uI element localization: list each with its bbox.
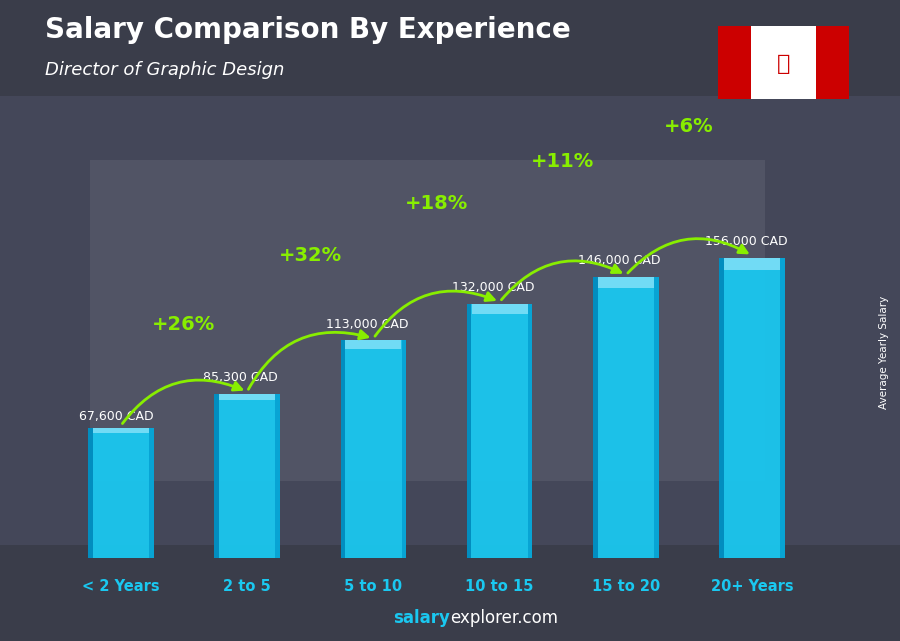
Bar	[0, 96, 900, 545]
Text: 156,000 CAD: 156,000 CAD	[705, 235, 788, 248]
Bar	[340, 340, 406, 558]
Text: Director of Graphic Design: Director of Graphic Design	[45, 61, 284, 79]
Text: +32%: +32%	[279, 246, 342, 265]
Text: 85,300 CAD: 85,300 CAD	[203, 371, 278, 384]
Bar	[340, 340, 345, 558]
Text: Average Yearly Salary: Average Yearly Salary	[878, 296, 889, 409]
Text: 113,000 CAD: 113,000 CAD	[326, 318, 409, 331]
Bar	[472, 304, 527, 314]
Text: explorer.com: explorer.com	[450, 609, 558, 627]
Bar	[214, 394, 280, 558]
Bar	[816, 26, 849, 99]
Bar	[719, 258, 785, 558]
Bar	[780, 258, 785, 558]
Bar	[93, 428, 148, 433]
Bar	[401, 340, 406, 558]
Text: 5 to 10: 5 to 10	[345, 579, 402, 594]
Text: 10 to 15: 10 to 15	[465, 579, 534, 594]
Bar	[467, 304, 472, 558]
Bar	[528, 304, 533, 558]
Bar	[275, 394, 280, 558]
Text: +11%: +11%	[531, 152, 594, 171]
Bar	[598, 277, 653, 288]
Text: < 2 Years: < 2 Years	[82, 579, 159, 594]
Text: 67,600 CAD: 67,600 CAD	[79, 410, 154, 422]
Text: 🍁: 🍁	[777, 54, 790, 74]
Text: Salary Comparison By Experience: Salary Comparison By Experience	[45, 16, 571, 44]
Bar	[654, 277, 659, 558]
Text: +6%: +6%	[664, 117, 714, 137]
Bar	[88, 428, 154, 558]
Text: salary: salary	[393, 609, 450, 627]
Text: +26%: +26%	[152, 315, 215, 334]
Bar	[718, 26, 751, 99]
Text: 20+ Years: 20+ Years	[711, 579, 794, 594]
Bar	[719, 258, 724, 558]
Bar	[724, 258, 780, 270]
Bar	[593, 277, 598, 558]
Bar	[88, 428, 93, 558]
Bar	[149, 428, 154, 558]
Text: 15 to 20: 15 to 20	[592, 579, 660, 594]
FancyBboxPatch shape	[716, 24, 850, 101]
Bar	[220, 394, 275, 400]
Text: 132,000 CAD: 132,000 CAD	[452, 281, 535, 294]
Text: +18%: +18%	[405, 194, 468, 213]
Bar	[467, 304, 533, 558]
Bar	[346, 340, 401, 349]
Text: 2 to 5: 2 to 5	[223, 579, 271, 594]
Bar	[214, 394, 219, 558]
Bar	[593, 277, 659, 558]
Bar	[90, 160, 765, 481]
Text: 146,000 CAD: 146,000 CAD	[579, 254, 661, 267]
